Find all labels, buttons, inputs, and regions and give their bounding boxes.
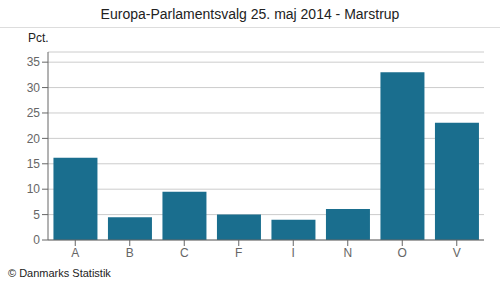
svg-text:35: 35 bbox=[27, 55, 41, 69]
svg-text:0: 0 bbox=[33, 233, 40, 247]
html-text:Europa-Parlamentsvalg 25. maj: Europa-Parlamentsvalg 25. maj 2014 - Mar… bbox=[100, 6, 400, 22]
svg-text:O: O bbox=[398, 246, 407, 260]
svg-text:15: 15 bbox=[27, 157, 41, 171]
svg-text:5: 5 bbox=[33, 208, 40, 222]
svg-text:N: N bbox=[343, 246, 352, 260]
svg-text:30: 30 bbox=[27, 81, 41, 95]
svg-text:20: 20 bbox=[27, 132, 41, 146]
svg-text:C: C bbox=[180, 246, 189, 260]
svg-text:A: A bbox=[71, 246, 79, 260]
svg-text:F: F bbox=[235, 246, 242, 260]
svg-text:V: V bbox=[453, 246, 461, 260]
html-text:Pct.: Pct. bbox=[28, 31, 49, 45]
svg-text:25: 25 bbox=[27, 106, 41, 120]
svg-text:10: 10 bbox=[27, 182, 41, 196]
svg-text:B: B bbox=[126, 246, 134, 260]
svg-text:I: I bbox=[292, 246, 295, 260]
html-text:© Danmarks Statistik: © Danmarks Statistik bbox=[8, 267, 111, 279]
